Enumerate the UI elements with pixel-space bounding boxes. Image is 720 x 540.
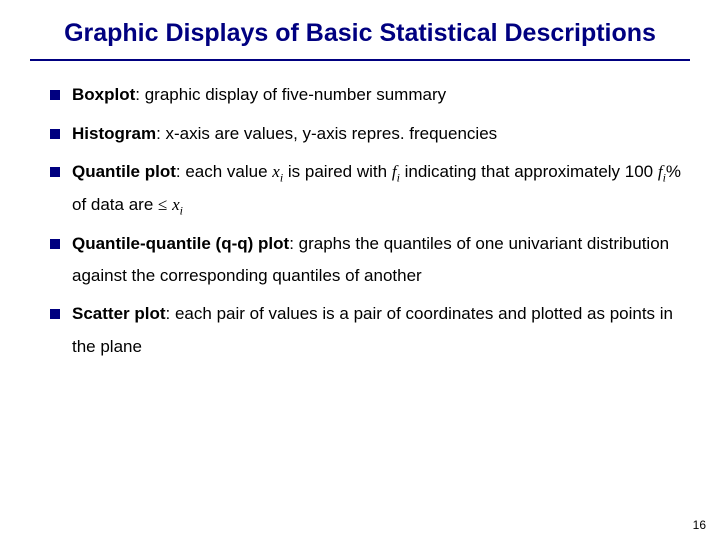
term: Quantile-quantile (q-q) plot <box>72 234 289 253</box>
desc: : graphic display of five-number summary <box>135 85 446 104</box>
bullet-list: Boxplot: graphic display of five-number … <box>30 79 690 363</box>
bullet-item-boxplot: Boxplot: graphic display of five-number … <box>50 79 690 111</box>
bullet-item-scatter: Scatter plot: each pair of values is a p… <box>50 298 690 363</box>
t: is paired with <box>283 162 392 181</box>
t: indicating that approximately 100 <box>400 162 658 181</box>
desc: : x-axis are values, y-axis repres. freq… <box>156 124 497 143</box>
bullet-item-qq: Quantile-quantile (q-q) plot: graphs the… <box>50 228 690 293</box>
term: Histogram <box>72 124 156 143</box>
le-symbol: ≤ <box>158 195 167 214</box>
t: : each value <box>176 162 272 181</box>
slide: Graphic Displays of Basic Statistical De… <box>0 0 720 540</box>
bullet-item-histogram: Histogram: x-axis are values, y-axis rep… <box>50 118 690 150</box>
title-underline <box>30 59 690 61</box>
term: Quantile plot <box>72 162 176 181</box>
var-x: x <box>172 195 180 214</box>
term: Scatter plot <box>72 304 166 323</box>
sub-i: i <box>180 203 183 217</box>
bullet-item-quantile: Quantile plot: each value xi is paired w… <box>50 156 690 222</box>
term: Boxplot <box>72 85 135 104</box>
var-x: x <box>272 162 280 181</box>
page-number: 16 <box>693 518 706 532</box>
slide-title: Graphic Displays of Basic Statistical De… <box>30 18 690 49</box>
